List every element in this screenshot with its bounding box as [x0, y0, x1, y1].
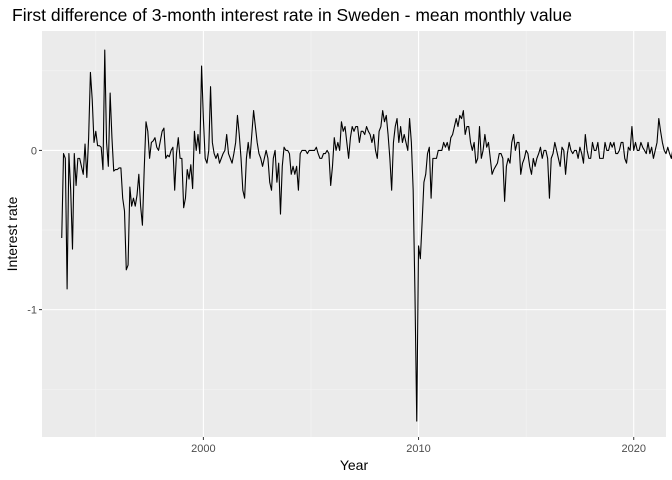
x-axis: 2000 2010 2020: [191, 437, 646, 455]
y-axis: -1 0: [27, 145, 42, 317]
x-axis-title: Year: [340, 457, 369, 473]
y-axis-title: Interest rate: [4, 196, 20, 271]
y-tick-label: -1: [27, 305, 37, 317]
y-tick-label: 0: [31, 145, 37, 157]
x-tick-label: 2010: [406, 443, 430, 455]
plot-panel: [42, 31, 666, 437]
chart-title: First difference of 3-month interest rat…: [12, 5, 572, 25]
x-tick-label: 2020: [621, 443, 645, 455]
series-line: [61, 49, 672, 422]
series-group: [61, 49, 672, 422]
x-tick-label: 2000: [191, 443, 215, 455]
